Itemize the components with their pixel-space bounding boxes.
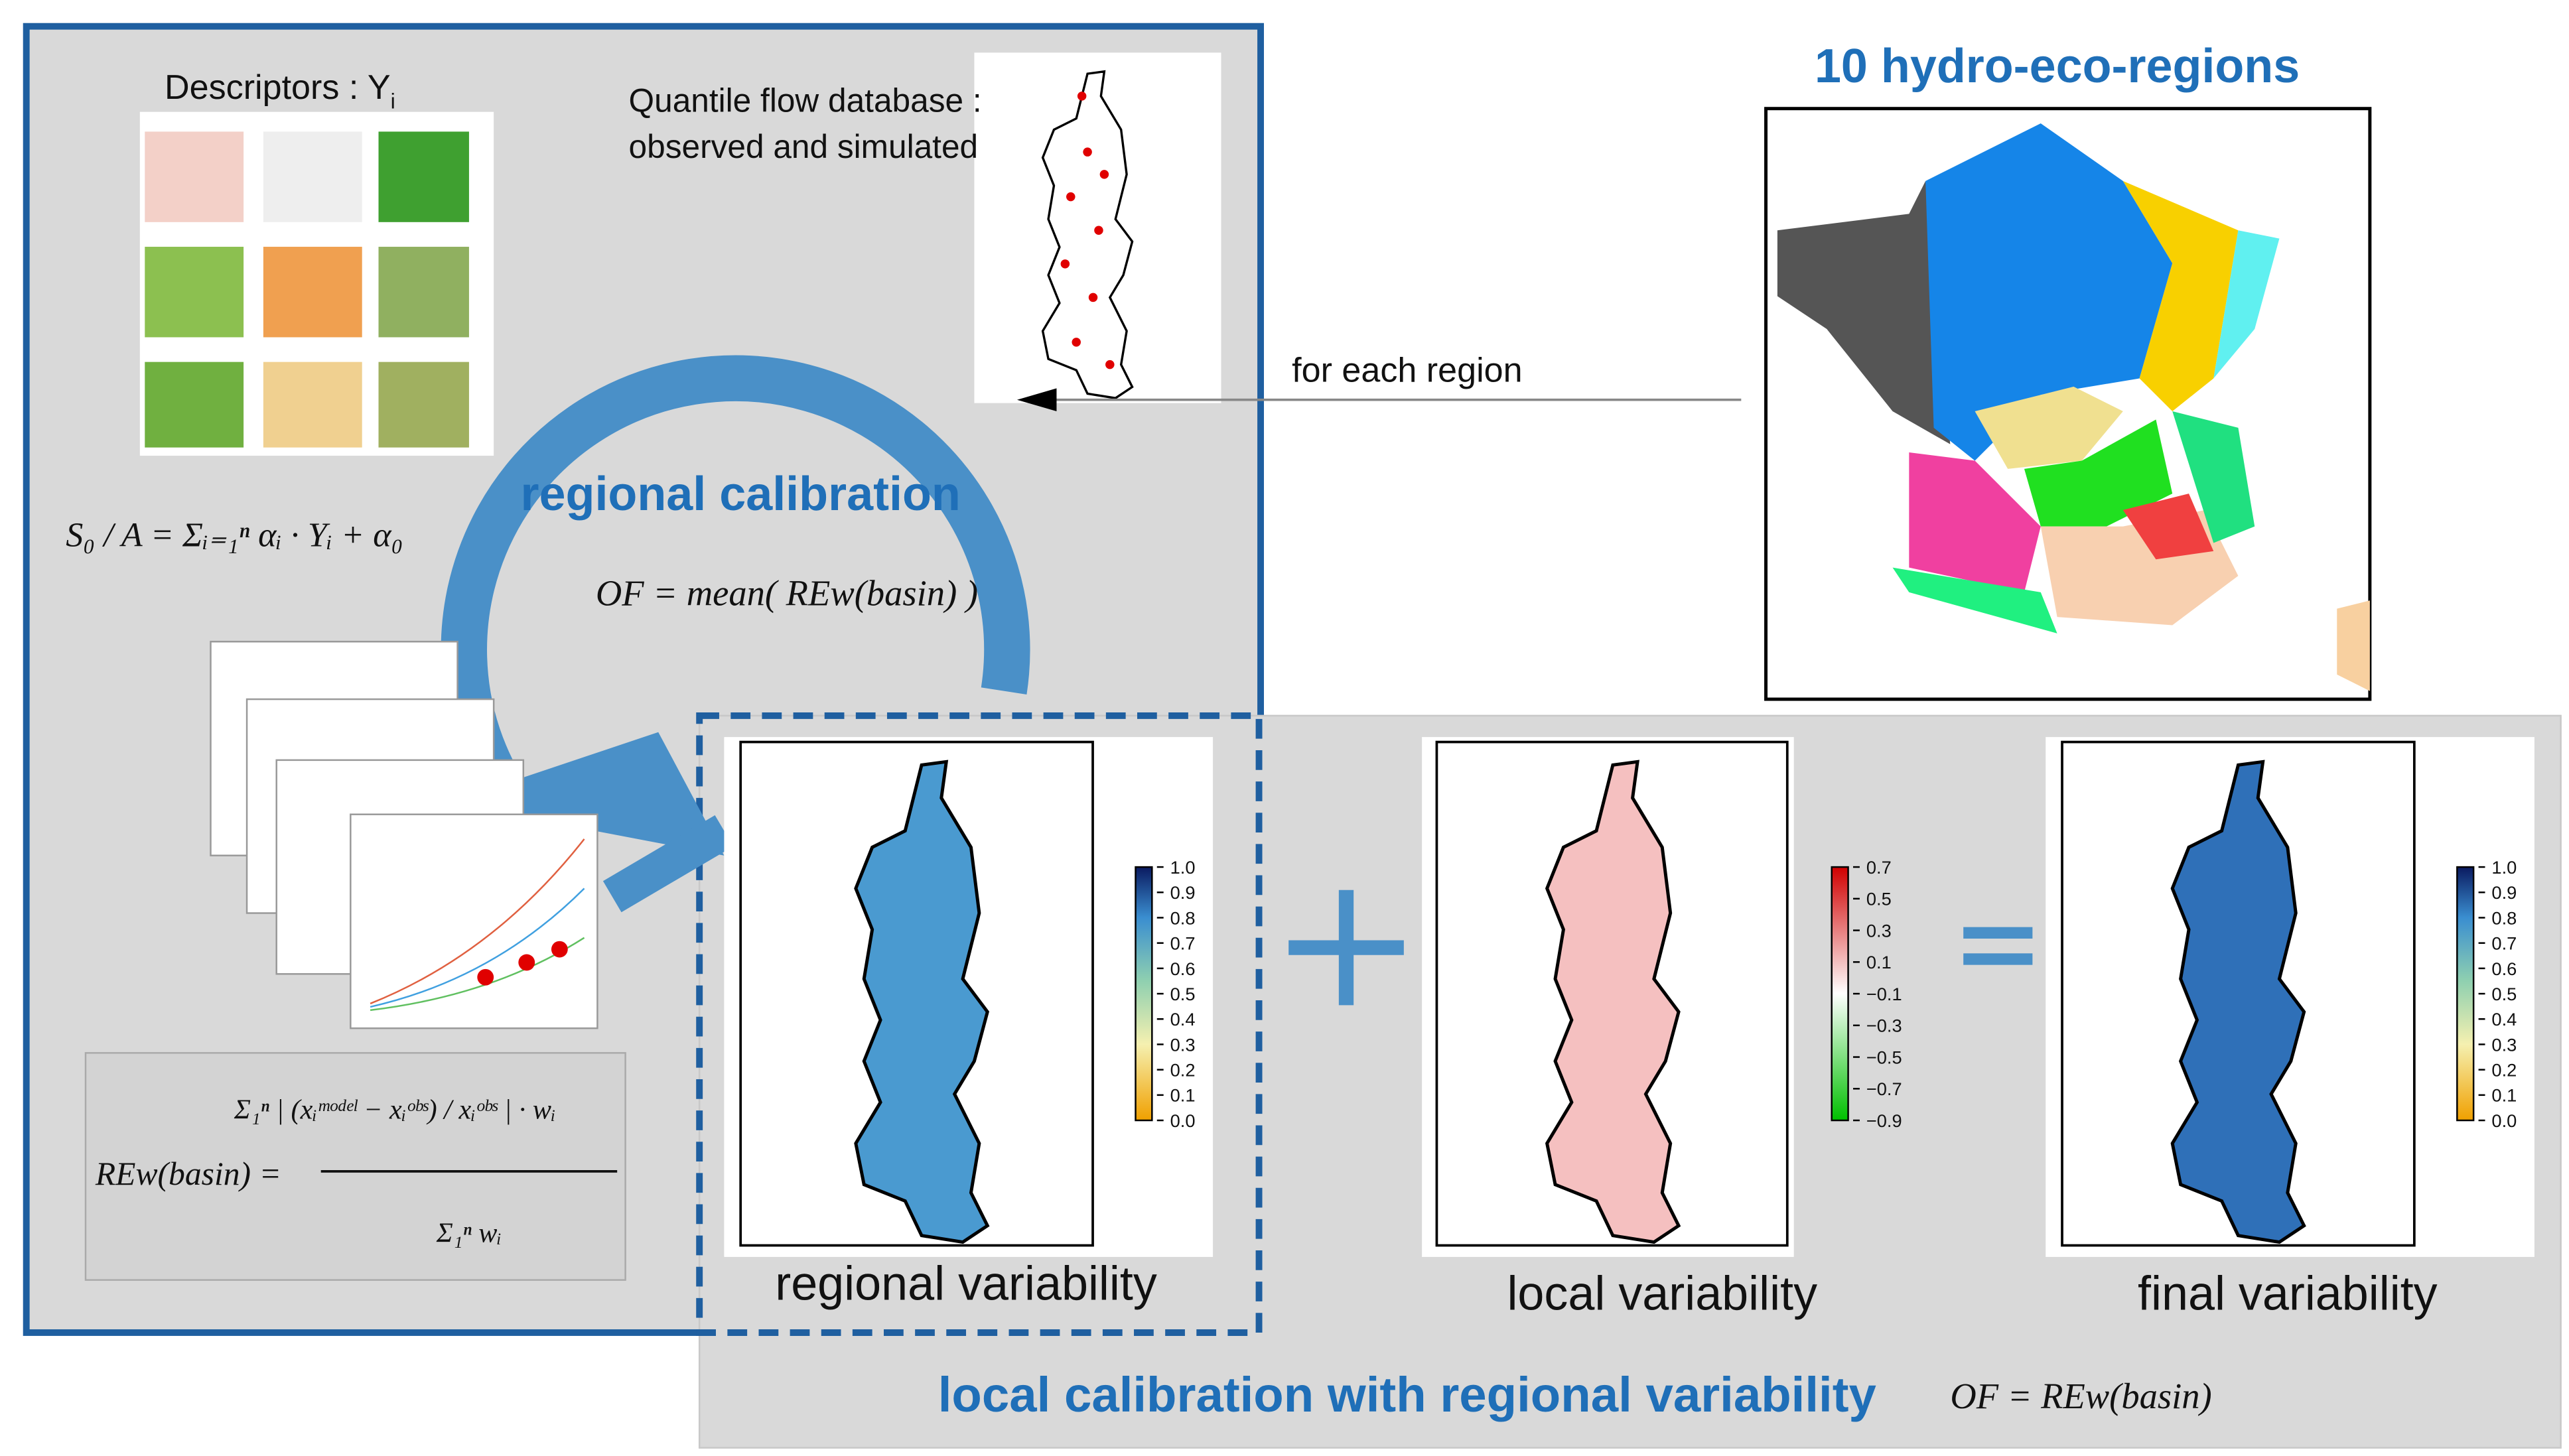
colorbar-tick-label: 0.3 [2491,1034,2517,1055]
colorbar-tick-label: −0.5 [1866,1047,1902,1067]
colorbar-tick-label: 0.3 [1170,1034,1196,1055]
database-label: observed and simulated [629,128,979,165]
colorbar-tick-label: 0.0 [1170,1110,1196,1131]
colorbar-tick-label: 0.9 [1170,882,1196,903]
colorbar-tick-label: 0.5 [2491,984,2517,1004]
objective-formula: OF = mean( REw(basin) ) [596,573,978,614]
colorbar-tick-label: −0.9 [1866,1110,1902,1131]
colorbar [1135,866,1153,1122]
colorbar-tick-label: −0.7 [1866,1079,1902,1099]
colorbar-tick-label: −0.3 [1866,1016,1902,1036]
colorbar [1831,866,1849,1122]
database-basin [1041,70,1134,399]
region-shapes [1777,123,2370,691]
local-formula: OF = REw(basin) [1950,1376,2211,1416]
colorbar-tick-label: 0.8 [1170,907,1196,928]
loop-arrowhead [447,732,725,856]
colorbar-tick-label: 0.7 [2491,933,2517,954]
error-formula-denominator: Σ₁ⁿ wᵢ [436,1218,502,1249]
regions-title: 10 hydro-eco-regions [1815,40,2300,93]
colorbar-tick-label: 0.7 [1170,933,1196,954]
plus-sign [1288,890,1404,1006]
colorbar-tick-label: 0.8 [2491,907,2517,928]
region-arrow-label: for each region [1292,351,1522,389]
colorbar-tick-label: 0.2 [2491,1060,2517,1081]
colorbar [2456,866,2475,1122]
loop-arrow-tail [602,815,734,913]
equals-sign [1963,927,2033,965]
regional-calibration-label: regional calibration [521,468,961,521]
database-label: Quantile flow database : [629,82,982,119]
descriptor-formula: S₀ / A = Σᵢ₌₁ⁿ αᵢ · Yᵢ + α₀ [66,516,403,554]
error-formula-numerator: Σ₁ⁿ | (xᵢᵐᵒᵈᵉˡ − xᵢᵒᵇˢ) / xᵢᵒᵇˢ | · wᵢ [234,1094,556,1126]
panel-label: local variability [1507,1267,1817,1320]
calibration-loop [441,355,1030,784]
colorbar-tick-label: 0.6 [1170,959,1196,979]
local-title: local calibration with regional variabil… [938,1367,1876,1422]
colorbar-tick-label: 0.4 [1170,1009,1196,1029]
region-arrowhead [1016,388,1057,412]
colorbar-tick-label: 0.1 [2491,1085,2517,1106]
colorbar-tick-label: 0.6 [2491,959,2517,979]
colorbar-ticks: 1.0 0.9 0.8 0.7 0.6 0.5 0.4 0.3 0.2 0.1 0.0 0.7 0.5 0… [1156,857,2517,1131]
colorbar-tick-label: 1.0 [2491,857,2517,878]
flow-plots [210,641,598,1029]
colorbar-tick-label: 0.3 [1866,920,1892,941]
colorbar-tick-label: 0.1 [1866,952,1892,972]
colorbar-tick-label: 0.2 [1170,1060,1196,1081]
colorbar-tick-label: 0.5 [1866,889,1892,909]
colorbar-tick-label: 0.9 [2491,882,2517,903]
colorbar-tick-label: −0.1 [1866,984,1902,1004]
colorbar-tick-label: 0.5 [1170,984,1196,1004]
error-formula-box [84,1052,626,1281]
colorbar-tick-label: 0.7 [1866,857,1892,878]
colorbar-tick-label: 0.0 [2491,1110,2517,1131]
panel-label: final variability [2138,1267,2438,1320]
colorbar-tick-label: 0.1 [1170,1085,1196,1106]
colorbar-tick-label: 1.0 [1170,857,1196,878]
panel-label: regional variability [775,1257,1157,1310]
descriptors-label: Descriptors : Yi [165,68,395,113]
error-formula-lhs: REw(basin) = [95,1156,281,1192]
regional-frame [696,712,1263,1336]
colorbar-tick-label: 0.4 [2491,1009,2517,1029]
descriptor-maps [139,111,494,456]
